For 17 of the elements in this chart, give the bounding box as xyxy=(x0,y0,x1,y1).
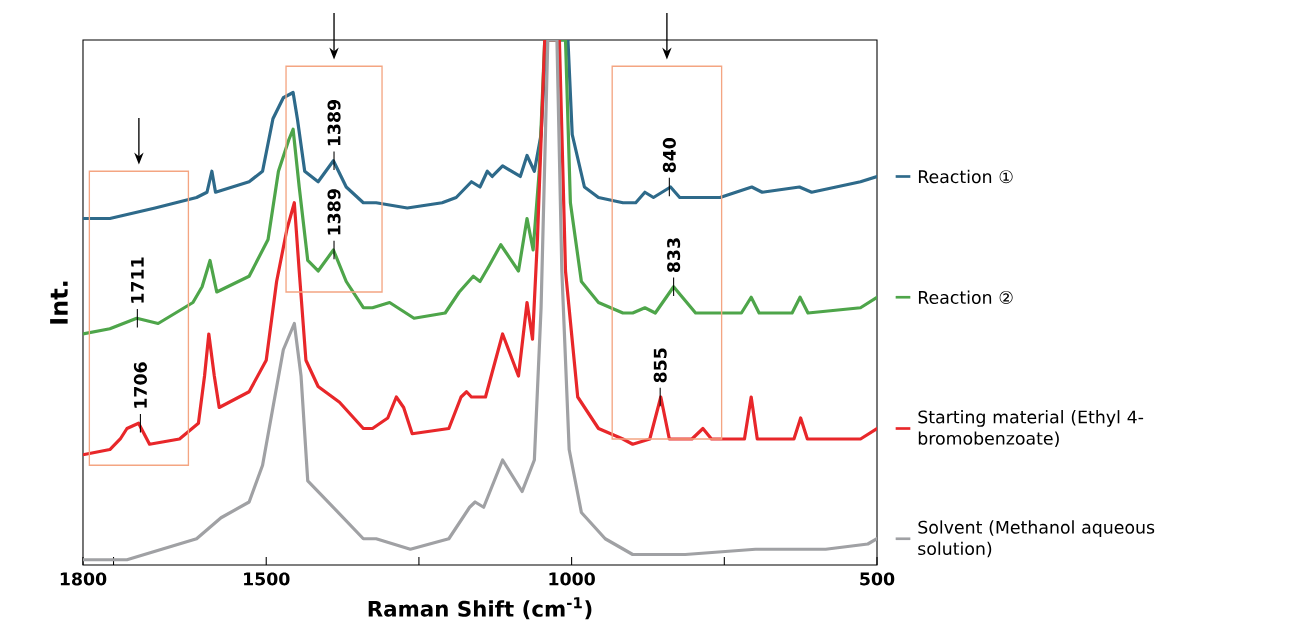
legend-label: Starting material (Ethyl 4-bromobenzoate) xyxy=(918,410,1144,447)
y-axis-title: Int. xyxy=(50,281,68,324)
annotation: 833 xyxy=(667,238,681,273)
legend-label: Solvent (Methanol aqueous solution) xyxy=(918,520,1155,558)
x-tick-label: 1800 xyxy=(60,572,107,586)
legend-label: Reaction ② xyxy=(918,290,1013,304)
annotation: 1389 xyxy=(327,100,341,146)
annotation: 1711 xyxy=(131,257,144,303)
annotation: 840 xyxy=(662,138,676,173)
x-tick-label: 1500 xyxy=(244,572,290,586)
annotation: 855 xyxy=(653,348,667,383)
x-tick-label: 1000 xyxy=(549,572,595,586)
x-tick-label: 500 xyxy=(860,572,895,586)
annotation: 1706 xyxy=(133,362,147,408)
legend-label: Reaction ① xyxy=(918,169,1013,184)
annotation: 1389 xyxy=(327,189,341,235)
x-axis-title: Raman Shift (cm$^{-1}$) xyxy=(368,597,592,620)
